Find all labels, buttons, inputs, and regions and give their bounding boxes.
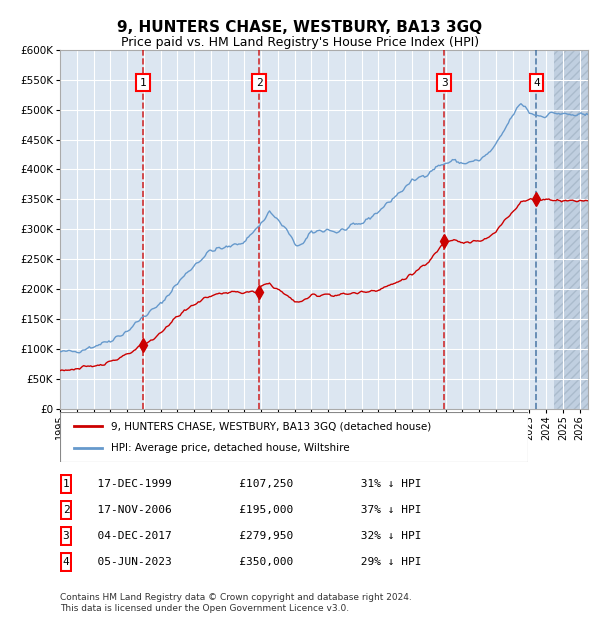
FancyBboxPatch shape <box>61 528 71 545</box>
Text: 04-DEC-2017          £279,950          32% ↓ HPI: 04-DEC-2017 £279,950 32% ↓ HPI <box>84 531 421 541</box>
Text: 4: 4 <box>62 557 70 567</box>
Text: 17-NOV-2006          £195,000          37% ↓ HPI: 17-NOV-2006 £195,000 37% ↓ HPI <box>84 505 421 515</box>
Text: 9, HUNTERS CHASE, WESTBURY, BA13 3GQ: 9, HUNTERS CHASE, WESTBURY, BA13 3GQ <box>118 20 482 35</box>
Text: 2: 2 <box>256 78 263 87</box>
Text: 1: 1 <box>62 479 70 489</box>
Text: 9, HUNTERS CHASE, WESTBURY, BA13 3GQ (detached house): 9, HUNTERS CHASE, WESTBURY, BA13 3GQ (de… <box>112 421 432 431</box>
Text: HPI: Average price, detached house, Wiltshire: HPI: Average price, detached house, Wilt… <box>112 443 350 453</box>
FancyBboxPatch shape <box>61 476 71 493</box>
Text: 4: 4 <box>533 78 540 87</box>
Text: 2: 2 <box>62 505 70 515</box>
Text: 1: 1 <box>140 78 146 87</box>
Text: 17-DEC-1999          £107,250          31% ↓ HPI: 17-DEC-1999 £107,250 31% ↓ HPI <box>84 479 421 489</box>
Text: Contains HM Land Registry data © Crown copyright and database right 2024.
This d: Contains HM Land Registry data © Crown c… <box>60 593 412 613</box>
Text: 3: 3 <box>62 531 70 541</box>
FancyBboxPatch shape <box>61 554 71 571</box>
FancyBboxPatch shape <box>60 412 528 462</box>
Text: Price paid vs. HM Land Registry's House Price Index (HPI): Price paid vs. HM Land Registry's House … <box>121 36 479 48</box>
Bar <box>554 50 588 409</box>
Text: 05-JUN-2023          £350,000          29% ↓ HPI: 05-JUN-2023 £350,000 29% ↓ HPI <box>84 557 421 567</box>
Text: 3: 3 <box>441 78 448 87</box>
FancyBboxPatch shape <box>61 502 71 519</box>
